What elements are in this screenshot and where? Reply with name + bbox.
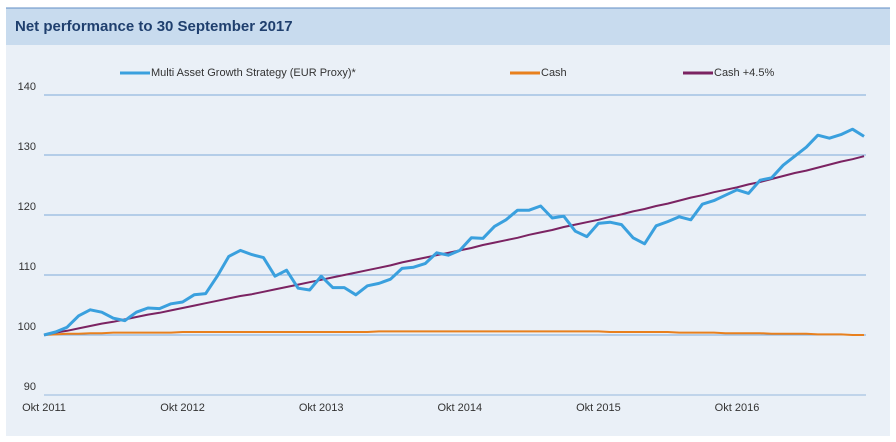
x-tick-label: Okt 2011 [22,402,66,414]
y-tick-label: 120 [18,201,36,213]
chart-background [6,8,890,436]
x-tick-label: Okt 2015 [576,402,621,414]
x-tick-label: Okt 2013 [299,402,344,414]
y-tick-label: 100 [18,321,36,333]
x-tick-label: Okt 2012 [160,402,205,414]
series-line [43,330,865,336]
x-tick-label: Okt 2016 [715,402,760,414]
x-tick-label: Okt 2014 [437,402,482,414]
y-tick-label: 110 [18,261,36,273]
legend-label: Cash +4.5% [714,67,774,79]
chart-title: Net performance to 30 September 2017 [15,18,293,35]
y-tick-label: 130 [18,141,36,153]
y-tick-label: 90 [24,381,36,393]
legend-label: Cash [541,67,567,79]
legend-label: Multi Asset Growth Strategy (EUR Proxy)* [151,67,356,79]
y-tick-label: 140 [18,81,36,93]
series-line [43,127,865,337]
header-band [6,8,890,45]
